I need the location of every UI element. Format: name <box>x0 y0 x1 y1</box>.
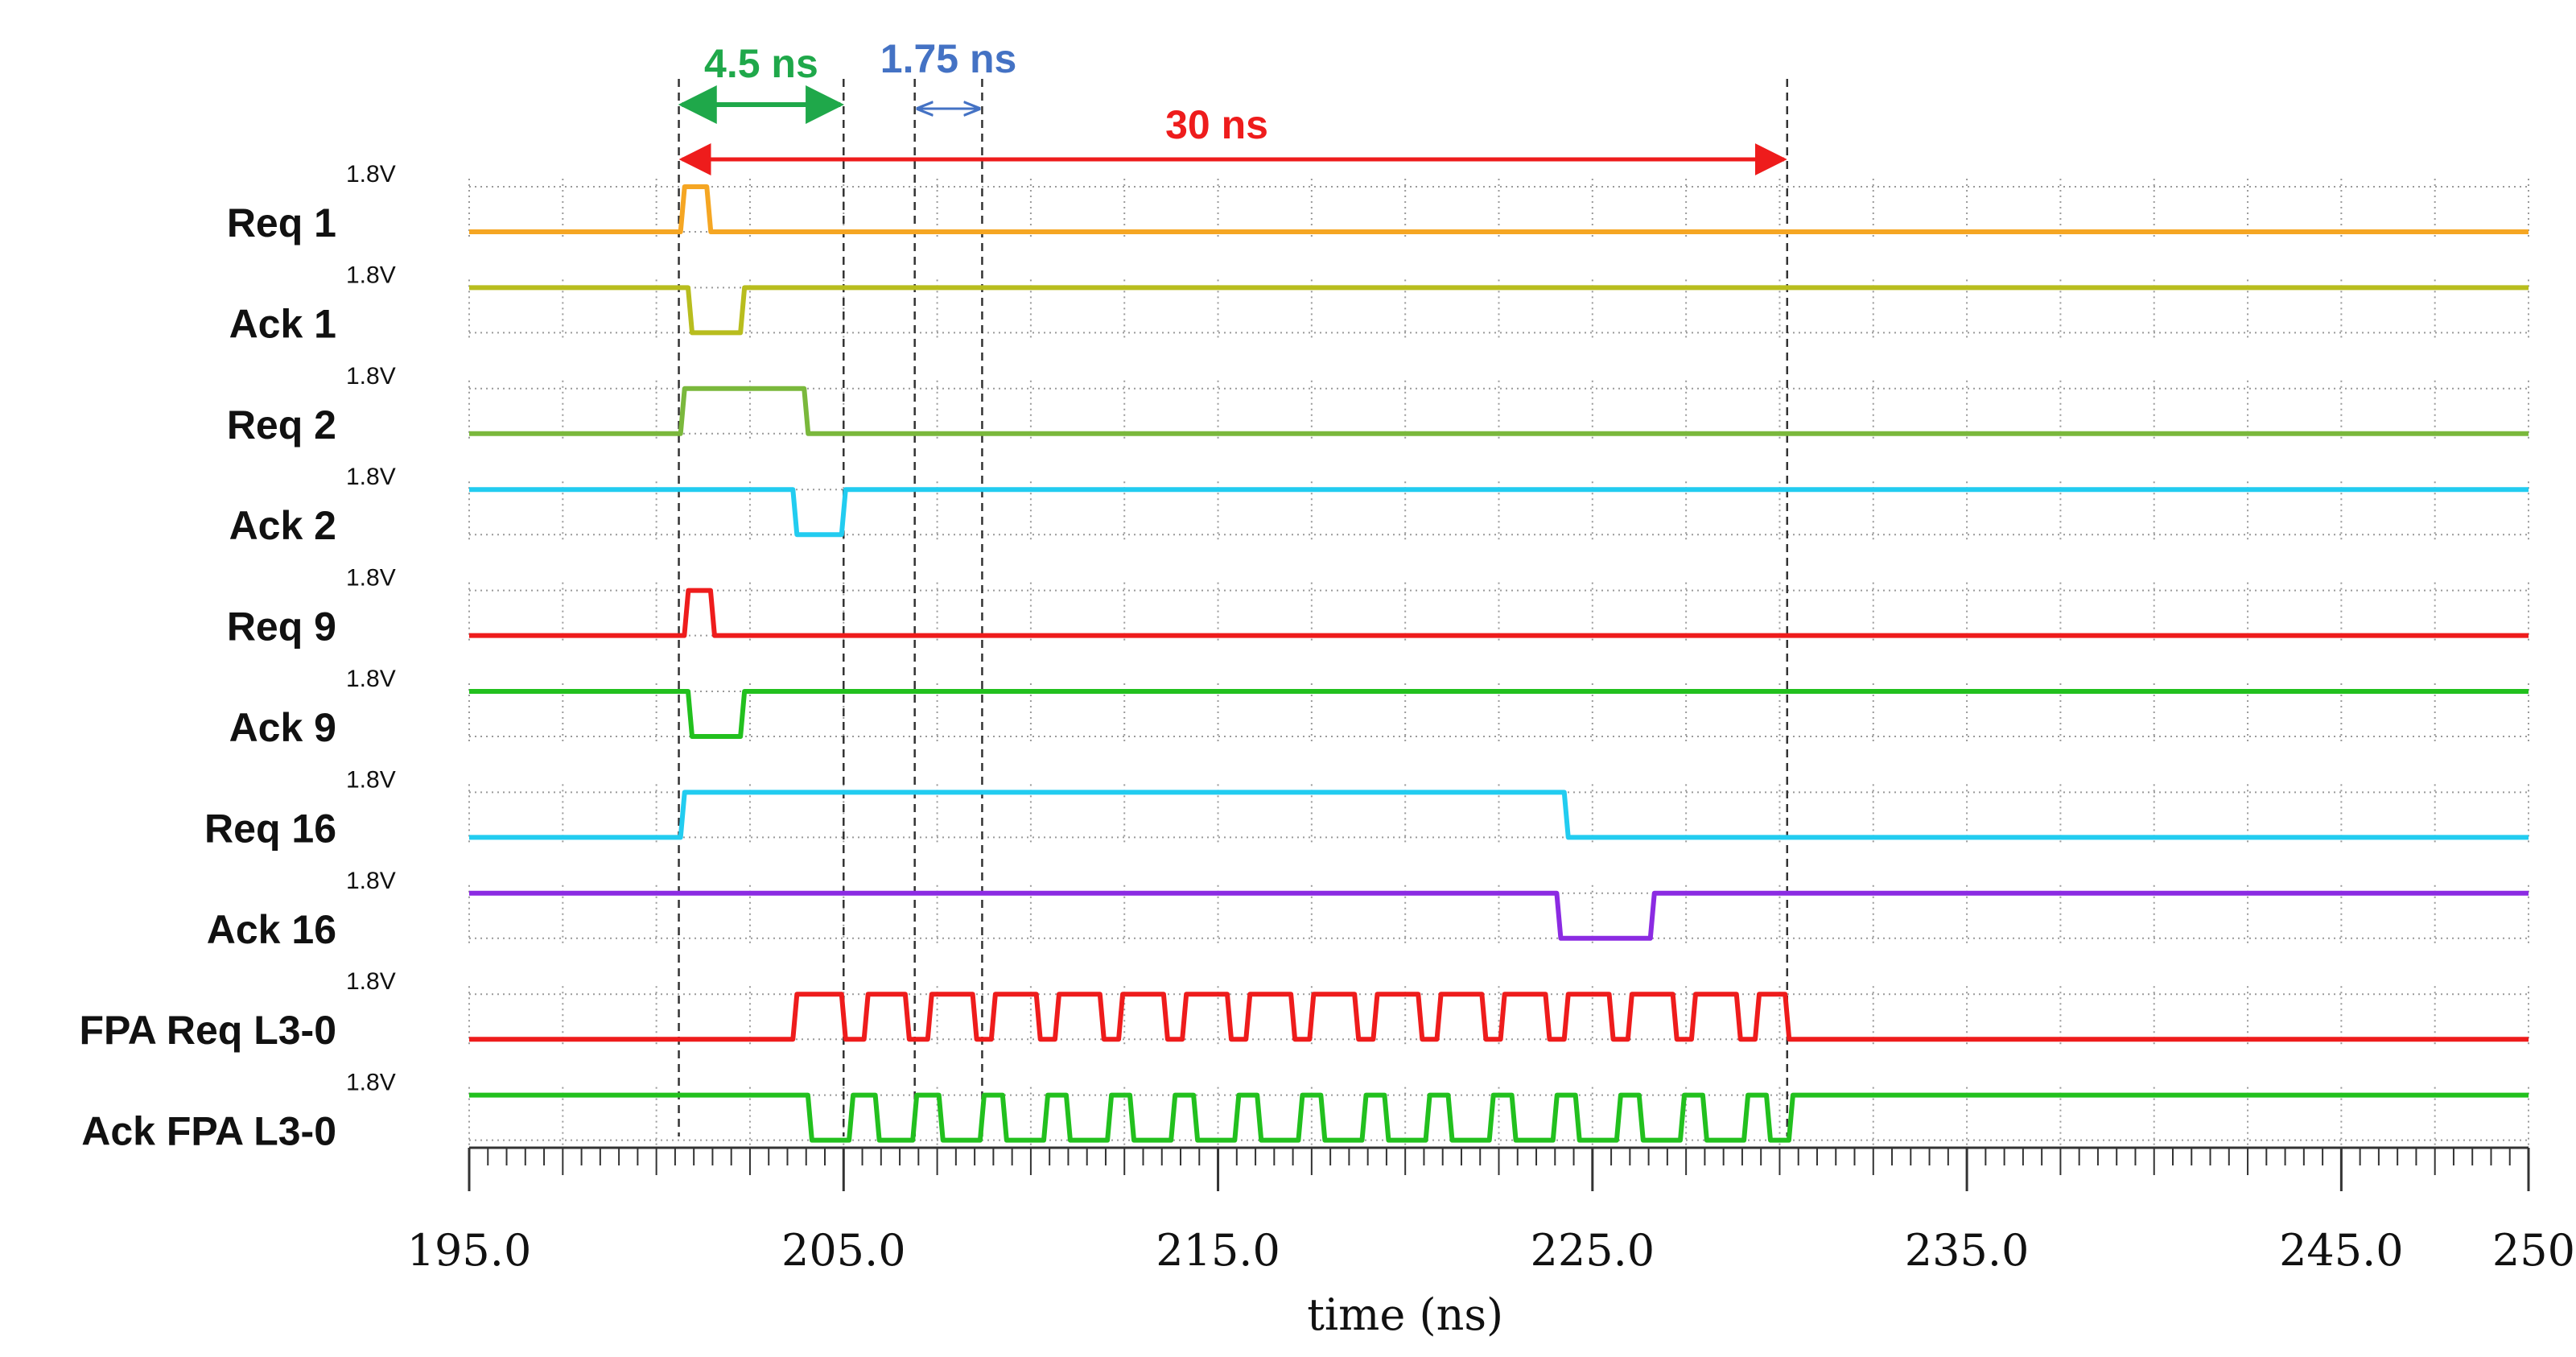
measurement-label: 1.75 ns <box>880 36 1017 81</box>
signal-label: Req 2 <box>227 402 336 448</box>
signal-label: Ack 1 <box>229 301 336 346</box>
waveform <box>469 386 2529 436</box>
measurement-label: 4.5 ns <box>704 41 818 86</box>
grid <box>468 179 2529 1147</box>
x-axis: 195.0 205.0 215.0 225.0 235.0 245.0 250 time (n… <box>407 1146 2575 1340</box>
tick-label: 195.0 <box>407 1225 532 1276</box>
waveform <box>469 184 2529 234</box>
voltage-label: 1.8V <box>346 262 396 288</box>
x-axis-title: time (ns) <box>1307 1289 1503 1340</box>
tick-label: 245.0 <box>2279 1225 2404 1276</box>
waveform <box>469 890 2529 941</box>
tick-label: 205.0 <box>781 1225 906 1276</box>
signals: Req 1 1.8V Ack 1 1.8V Req 2 1.8V Ack 2 1.8V Req … <box>80 161 2529 1154</box>
signal-label: Ack 9 <box>229 705 336 750</box>
voltage-label: 1.8V <box>346 1070 396 1096</box>
waveform <box>469 992 2529 1042</box>
voltage-label: 1.8V <box>346 868 396 894</box>
signal-label: Ack FPA L3-0 <box>81 1109 336 1154</box>
tick-label: 250 <box>2492 1225 2575 1276</box>
voltage-label: 1.8V <box>346 666 396 692</box>
signal-label: Ack 2 <box>229 503 336 548</box>
signal-label: Req 16 <box>204 806 336 851</box>
signal-label: Req 9 <box>227 604 336 650</box>
measurements: 4.5 ns 1.75 ns 30 ns <box>678 36 1787 175</box>
marker-lines <box>678 79 1789 1136</box>
waveform <box>469 285 2529 336</box>
waveform <box>469 588 2529 638</box>
voltage-label: 1.8V <box>346 968 396 995</box>
voltage-label: 1.8V <box>346 363 396 390</box>
waveform <box>469 487 2529 538</box>
tick-label: 235.0 <box>1905 1225 2030 1276</box>
tick-label: 215.0 <box>1156 1225 1280 1276</box>
signal-label: Req 1 <box>227 200 336 245</box>
signal-label: FPA Req L3-0 <box>80 1008 336 1053</box>
signal-label: Ack 16 <box>207 907 336 952</box>
tick-label: 225.0 <box>1531 1225 1655 1276</box>
voltage-label: 1.8V <box>346 565 396 592</box>
voltage-label: 1.8V <box>346 464 396 490</box>
waveform <box>469 790 2529 840</box>
measurement-label: 30 ns <box>1165 102 1268 147</box>
voltage-label: 1.8V <box>346 766 396 793</box>
waveform <box>469 1092 2529 1143</box>
waveform <box>469 689 2529 739</box>
voltage-label: 1.8V <box>346 161 396 188</box>
